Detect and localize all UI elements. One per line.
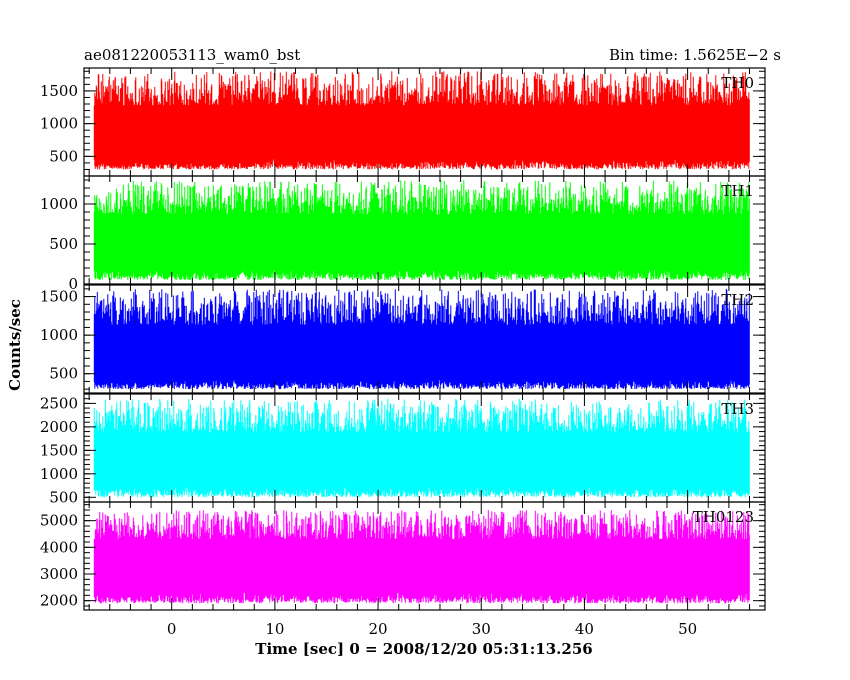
panel-name-label: TH0 (721, 74, 754, 92)
y-tick-label: 5000 (40, 512, 78, 530)
panel-name-label: TH1 (721, 182, 754, 200)
y-tick-label: 1500 (40, 82, 78, 100)
x-tick-label: 50 (678, 620, 697, 638)
y-tick-label: 500 (49, 235, 78, 253)
x-axis-label: Time [sec] 0 = 2008/12/20 05:31:13.256 (255, 640, 592, 658)
series-th1-line (93, 180, 750, 280)
x-tick-label: 0 (167, 620, 177, 638)
panel-th3: 500 1000 1500 2000 2500 TH3 (40, 393, 766, 506)
panel-th2: 500 1000 1500 TH2 (40, 284, 766, 394)
y-tick-label: 3000 (40, 565, 78, 583)
y-tick-label: 1000 (40, 465, 78, 483)
panel-th1: 0 500 1000 TH1 (40, 175, 766, 293)
panel-th0123: 2000 3000 4000 5000 TH0123 (40, 501, 766, 611)
y-tick-label: 1000 (40, 115, 78, 133)
y-tick-label: 1000 (40, 326, 78, 344)
chart-title-bin-time: Bin time: 1.5625E−2 s (609, 46, 781, 64)
x-tick-label: 30 (472, 620, 491, 638)
panel-name-label: TH3 (721, 400, 754, 418)
y-tick-label: 0 (68, 275, 78, 293)
y-axis-label: Counts/sec (6, 299, 24, 391)
panel-th2-frame (83, 284, 766, 394)
y-tick-label: 1500 (40, 288, 78, 306)
panel-name-label: TH2 (721, 291, 754, 309)
y-tick-label: 500 (49, 365, 78, 383)
series-th3-line (93, 398, 750, 498)
series-th2-line (93, 288, 750, 390)
panel-name-label: TH0123 (693, 508, 754, 526)
y-tick-label: 500 (49, 147, 78, 165)
series-th0123-line (93, 510, 750, 604)
y-tick-label: 2000 (40, 418, 78, 436)
panel-th1-frame (83, 175, 766, 285)
x-tick-label: 40 (575, 620, 594, 638)
chart-title-left: ae081220053113_wam0_bst (84, 46, 300, 64)
x-axis: 0 10 20 30 40 50 (167, 620, 697, 638)
y-tick-label: 2000 (40, 592, 78, 610)
panel-th0: 500 1000 1500 TH0 (40, 67, 766, 177)
y-tick-label: 1000 (40, 195, 78, 213)
x-tick-label: 20 (369, 620, 388, 638)
y-tick-label: 4000 (40, 538, 78, 556)
y-tick-label: 500 (49, 488, 78, 506)
panel-th0123-frame (83, 501, 766, 611)
y-tick-label: 2500 (40, 394, 78, 412)
series-th0-line (93, 71, 750, 170)
x-tick-label: 10 (265, 620, 284, 638)
y-tick-label: 1500 (40, 441, 78, 459)
